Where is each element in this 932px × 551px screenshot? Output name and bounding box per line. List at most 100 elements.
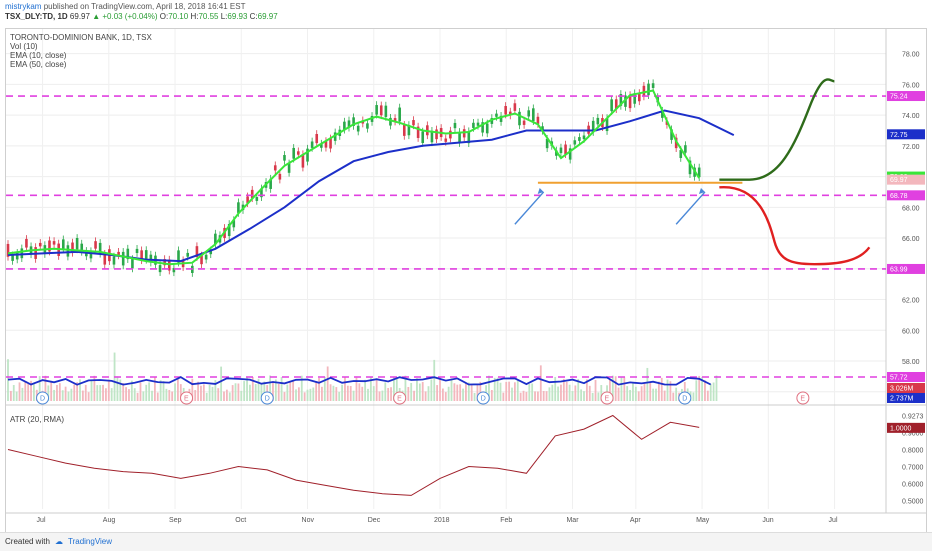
bearish-projection-curve [719,186,871,266]
volume-bar [531,383,534,401]
volume-bar [312,387,315,401]
candle-body [522,120,526,125]
candle-body [435,129,438,140]
candle-body [352,117,355,126]
candle-body [375,105,378,115]
author-link[interactable]: mistrykam [5,2,42,11]
volume-bar [64,386,67,401]
volume-bar [660,377,663,401]
volume-bar [522,390,525,401]
volume-bar [655,388,657,401]
low-value: 69.93 [227,12,248,21]
candle-body [227,223,231,237]
bullish-projection-curve [719,78,835,181]
volume-bar [493,377,496,401]
candle-body [485,123,489,134]
volume-bar [335,387,338,401]
chart-canvas[interactable]: 56.0058.0060.0062.0064.0066.0068.0070.00… [6,29,926,538]
volume-bar [56,384,58,401]
volume-bar [306,389,309,401]
annotation-arrow-line [675,191,706,225]
candle-body [131,259,134,269]
candle-body [140,250,143,261]
volume-bar [701,377,703,401]
volume-bar [433,359,436,401]
candle-body [407,125,411,136]
volume-bar [427,386,430,401]
volume-bar [557,386,559,401]
volume-bar [511,387,513,401]
footer: Created with ☁ TradingView [0,532,932,551]
volume-bar [712,382,715,401]
x-tick-label: 2018 [434,517,450,524]
volume-ma-line [7,376,712,386]
volume-bar [378,391,381,401]
candle-body [347,120,351,128]
volume-bar [318,378,320,401]
event-marker-circle [476,391,490,405]
legend-ema10: EMA (10, close) [10,51,67,60]
volume-bar [692,392,695,401]
volume-bar [133,388,136,401]
candle-body [237,202,240,213]
candle-body [596,117,600,125]
volume-bar [53,389,55,401]
volume-bar [27,384,30,401]
volume-bar [629,389,631,401]
x-tick-label: Feb [500,517,512,524]
candle-body [200,255,203,265]
candle-body [356,125,360,132]
price-tag-label: 69.97 [890,177,908,184]
candle-body [430,130,434,143]
volume-bar [421,382,424,401]
volume-bar [47,385,50,401]
candle-body [310,141,314,148]
volume-bar [274,379,277,401]
atr-tick-label: 0.6000 [902,482,924,489]
volume-bar [424,391,427,401]
volume-bar [159,380,162,401]
volume-bar [240,390,243,401]
volume-bar [220,366,223,401]
candle-body [532,108,535,122]
volume-bar [251,377,254,401]
x-tick-label: Sep [169,517,182,524]
volume-bar [496,377,499,401]
candle-body [499,115,503,122]
volume-bar [554,376,557,401]
volume-bar [9,390,12,401]
volume-bar [352,390,355,401]
volume-bar [171,391,174,401]
candle-body [508,111,512,116]
candle-body [112,256,116,265]
volume-bar [568,384,571,401]
y-tick-label: 60.00 [902,328,920,335]
candle-body [306,148,309,162]
volume-bar [652,388,655,401]
volume-bar [81,390,84,401]
event-marker-label: D [265,396,270,403]
volume-bar [38,376,41,401]
tradingview-brand[interactable]: TradingView [68,537,113,546]
volume-bar [15,391,18,401]
candle-body [697,167,701,178]
price-change: +0.03 (+0.04%) [102,12,158,21]
volume-bar [404,375,407,401]
volume-bar [326,366,329,401]
candle-body [204,254,208,260]
volume-tag-label: 2.737M [890,396,914,403]
atr-line [7,414,700,496]
candle-body [605,118,609,132]
volume-bar [479,381,482,401]
volume-bar [125,387,127,401]
atr-legend: ATR (20, RMA) [10,415,64,424]
candle-body [186,252,190,257]
volume-bar [626,386,629,401]
chart-frame[interactable]: 56.0058.0060.0062.0064.0066.0068.0070.00… [5,28,927,539]
x-tick-label: Nov [302,517,315,524]
y-tick-label: 72.00 [902,144,920,151]
volume-bar [430,379,433,401]
volume-bar [177,377,179,401]
candle-body [688,160,692,175]
volume-bar [295,389,297,401]
